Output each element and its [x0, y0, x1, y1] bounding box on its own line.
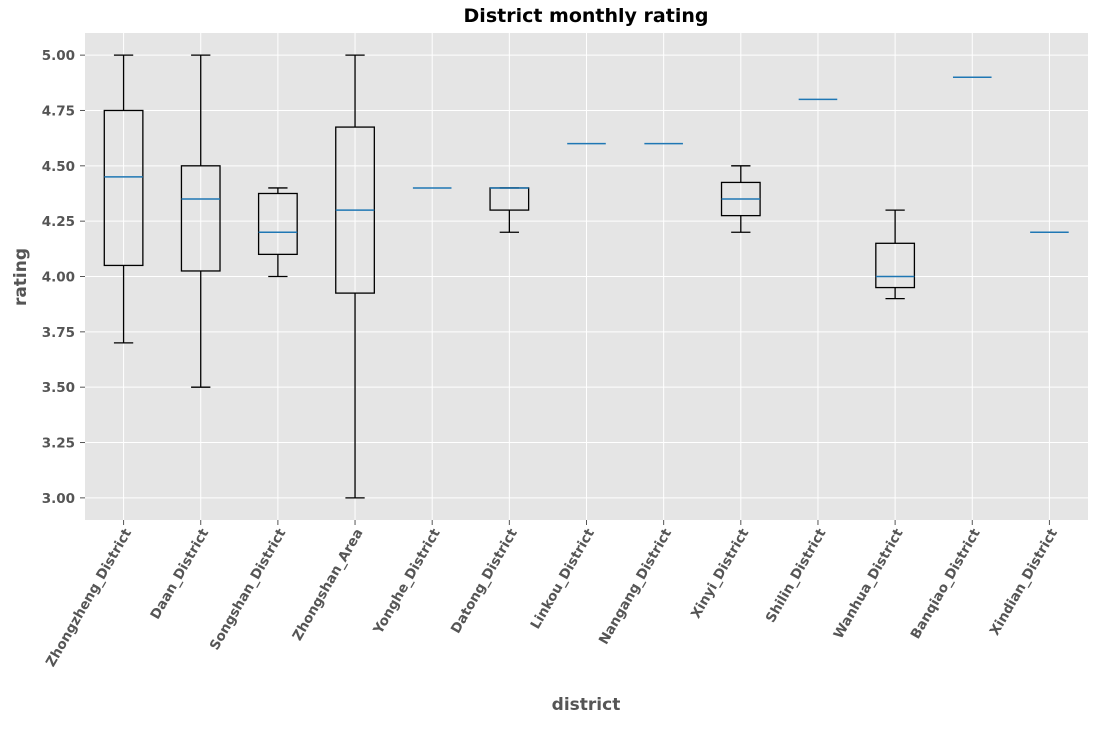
y-tick-label: 3.25: [42, 436, 75, 452]
x-tick-label: Daan_District: [147, 526, 212, 623]
box-Songshan_District: [257, 187, 298, 278]
box-body: [875, 242, 916, 289]
box-Wanhua_District: [875, 209, 916, 300]
chart-title: District monthly rating: [464, 5, 709, 27]
x-axis-ticks: Zhongzheng_District Daan_DistrictSongshan…: [43, 520, 1061, 670]
x-tick-label: Banqiao_District: [908, 526, 984, 642]
x-tick-label: Zhongzheng_District: [43, 526, 135, 670]
x-axis-label: district: [552, 695, 621, 715]
box-Datong_District: [489, 187, 530, 233]
y-tick-label: 4.25: [42, 214, 75, 230]
box-body: [180, 165, 221, 272]
x-tick-label: Zhongshan_Area: [289, 526, 366, 643]
x-tick-label: Nangang_District: [596, 526, 676, 648]
y-tick-label: 4.75: [42, 103, 75, 119]
boxes: [103, 54, 1069, 499]
y-tick-label: 5.00: [42, 48, 75, 64]
y-axis-label: rating: [11, 248, 31, 306]
x-tick-label: Wanhua_District: [831, 526, 907, 642]
box-body: [103, 109, 144, 267]
y-tick-label: 4.00: [42, 270, 75, 286]
box-Zhongshan_Area: [335, 54, 375, 499]
x-tick-label: Linkou_District: [528, 526, 599, 632]
y-tick-label: 3.00: [42, 491, 75, 507]
box-Xinyi_District: [720, 165, 761, 233]
y-tick-label: 3.75: [42, 325, 75, 341]
x-tick-label: Xinyi_District: [688, 526, 753, 622]
x-tick-label: Yonghe_District: [370, 526, 444, 638]
y-axis-ticks: 3.00 3.25 3.50 3.75 4.00 4.25 4.50 4.75 5.00: [42, 48, 85, 507]
box-Zhongzheng_District: [103, 54, 144, 344]
x-tick-label: Datong_District: [448, 526, 521, 637]
y-tick-label: 4.50: [42, 159, 75, 175]
x-tick-label: Songshan_District: [207, 526, 290, 654]
x-tick-label: Xindian_District: [987, 526, 1061, 639]
x-tick-label: Shilin_District: [763, 526, 830, 626]
y-tick-label: 3.50: [42, 380, 75, 396]
box-Daan_District: [180, 54, 221, 388]
box-body: [257, 192, 298, 256]
